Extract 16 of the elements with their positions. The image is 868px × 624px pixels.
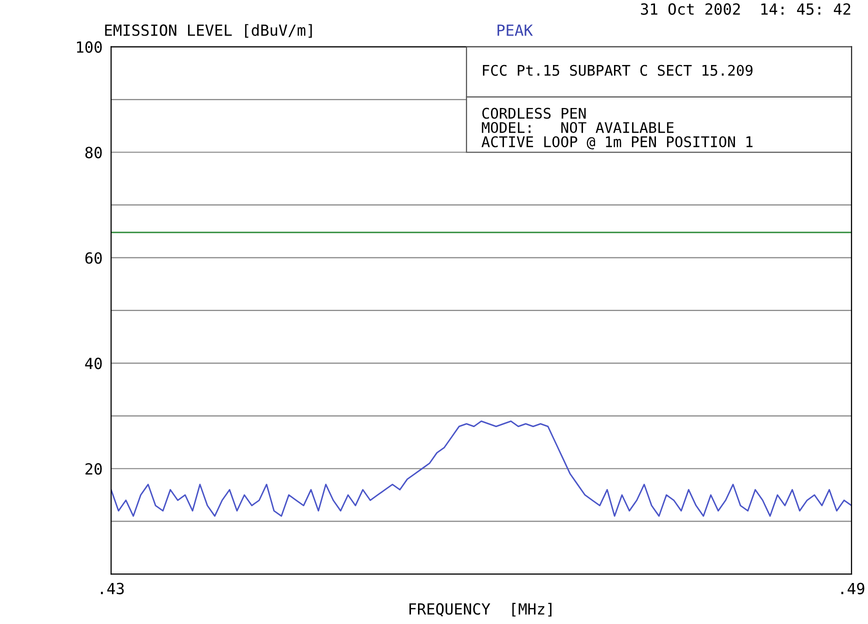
- annotation: CORDLESS PEN: [482, 108, 586, 119]
- y-tick-label: 80: [85, 146, 102, 158]
- annotation: ACTIVE LOOP @ 1m PEN POSITION 1: [482, 136, 752, 150]
- annotation: FCC Pt.15 SUBPART C SECT 15.209: [482, 64, 752, 76]
- y-tick-label: 60: [85, 252, 102, 264]
- line-series: [111, 420, 852, 517]
- x-axis-title: FREQUENCY [MHz]: [409, 602, 552, 617]
- y-axis-title: EMISSION LEVEL [dBuV/m]: [105, 24, 312, 38]
- text: 31 Oct 2002 14: 45: 42: [640, 3, 850, 15]
- annotation: MODEL: NOT AVAILABLE: [482, 122, 674, 134]
- x-tick-label: .49: [841, 582, 864, 594]
- x-tick-label: .43: [100, 582, 124, 594]
- text: PEAK: [498, 24, 533, 36]
- y-tick-label: 20: [86, 463, 102, 475]
- y-tick-label: 100: [77, 41, 102, 53]
- y-tick-label: 40: [85, 358, 102, 370]
